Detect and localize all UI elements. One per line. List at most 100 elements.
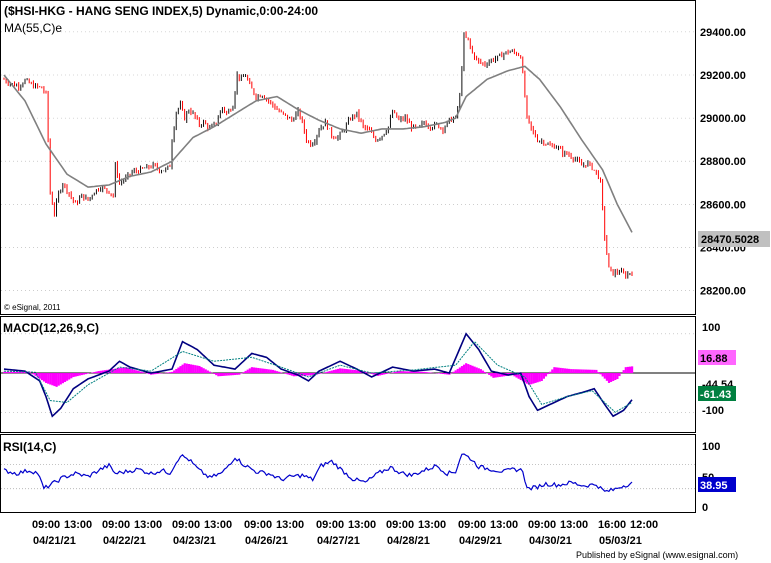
time-label: 13:00 — [276, 519, 304, 531]
histogram-bar — [223, 373, 226, 376]
histogram-bar — [591, 369, 594, 374]
histogram-bar — [288, 373, 291, 376]
histogram-bar — [126, 367, 130, 374]
histogram-bar — [332, 369, 335, 374]
histogram-bar — [357, 370, 361, 374]
histogram-bar — [479, 369, 482, 374]
histogram-bar — [189, 364, 193, 374]
footer-published: Published by eSignal (www.esignal.com) — [576, 550, 738, 560]
histogram-bar — [372, 373, 375, 375]
time-label: 09:00 — [386, 519, 414, 531]
histogram-bar — [385, 373, 388, 375]
histogram-bar — [255, 367, 258, 374]
histogram-bar — [345, 369, 348, 374]
histogram-bar — [82, 373, 86, 375]
ma-indicator-label: MA(55,C)e — [4, 21, 62, 35]
histogram-bar — [454, 370, 457, 374]
histogram-bar — [265, 369, 268, 374]
histogram-bar — [217, 373, 220, 377]
histogram-bar — [68, 373, 71, 380]
histogram-bar — [49, 373, 52, 385]
histogram-bar — [45, 373, 48, 383]
histogram-bar — [528, 373, 531, 385]
histogram-bar — [280, 372, 283, 374]
histogram-bar — [490, 373, 493, 377]
histogram-bar — [5, 371, 8, 374]
histogram-bar — [612, 373, 615, 381]
histogram-bar — [410, 371, 413, 374]
histogram-bar — [177, 367, 180, 374]
histogram-bar — [206, 370, 209, 374]
histogram-bar — [76, 373, 79, 377]
price-grid — [1, 31, 695, 291]
rsi-value-badge — [698, 477, 736, 492]
histogram-bar — [208, 371, 212, 374]
histogram-bar — [129, 368, 132, 374]
histogram-bar — [269, 369, 272, 374]
histogram-bar — [219, 373, 222, 377]
histogram-bar — [120, 367, 123, 374]
histogram-bar — [416, 371, 419, 374]
histogram-bar — [13, 371, 16, 374]
histogram-bar — [534, 373, 537, 383]
histogram-bar — [412, 371, 415, 374]
histogram-bar — [248, 368, 251, 374]
histogram-bar — [133, 369, 136, 374]
histogram-bar — [423, 371, 426, 374]
histogram-bar — [427, 372, 430, 374]
histogram-bar — [544, 373, 548, 377]
histogram-bar — [122, 367, 125, 374]
last-price-badge — [698, 231, 770, 247]
macd-label: MACD(12,26,9,C) — [3, 321, 99, 335]
histogram-bar — [563, 368, 566, 374]
histogram-bar — [631, 366, 634, 374]
histogram-bar — [9, 371, 12, 374]
histogram-bar — [3, 371, 6, 374]
date-label: 04/21/21 — [33, 535, 76, 547]
time-label: 13:00 — [64, 519, 92, 531]
histogram-bar — [515, 373, 518, 378]
histogram-bar — [462, 364, 466, 374]
histogram-bar — [47, 373, 50, 384]
histogram-bar — [110, 369, 113, 374]
histogram-bar — [567, 368, 571, 374]
histogram-bar — [582, 369, 585, 374]
histogram-bar — [244, 370, 247, 374]
histogram-bar — [91, 372, 94, 374]
histogram-bar — [200, 367, 203, 374]
histogram-bar — [519, 373, 522, 381]
macd-value-badge — [698, 350, 736, 365]
histogram-bar — [236, 373, 239, 375]
histogram-bar — [540, 373, 543, 381]
histogram-bar — [532, 373, 535, 384]
date-label: 05/03/21 — [599, 535, 642, 547]
histogram-bar — [42, 373, 46, 382]
histogram-bar — [496, 373, 499, 378]
rsi-line — [3, 453, 633, 493]
histogram-bar — [101, 370, 104, 374]
histogram-bar — [204, 369, 207, 374]
histogram-bar — [187, 364, 191, 374]
price-tick-label: 29000.00 — [700, 113, 746, 125]
histogram-bar — [565, 368, 569, 374]
histogram-bar — [349, 369, 352, 374]
histogram-bar — [406, 371, 409, 374]
histogram-bar — [460, 366, 464, 374]
histogram-bar — [238, 373, 241, 375]
histogram-bar — [221, 373, 224, 376]
histogram-bar — [538, 373, 541, 382]
histogram-bar — [339, 368, 342, 374]
histogram-bar — [179, 366, 182, 374]
histogram-bar — [99, 370, 102, 374]
histogram-bar — [11, 371, 14, 374]
histogram-bar — [171, 371, 174, 374]
histogram-bar — [483, 371, 487, 374]
rsi-label: RSI(14,C) — [3, 440, 56, 454]
histogram-bar — [183, 363, 186, 374]
histogram-bar — [465, 363, 468, 374]
histogram-bar — [229, 373, 233, 376]
histogram-bar — [494, 373, 497, 378]
rsi-tick-label: 0 — [702, 502, 708, 514]
